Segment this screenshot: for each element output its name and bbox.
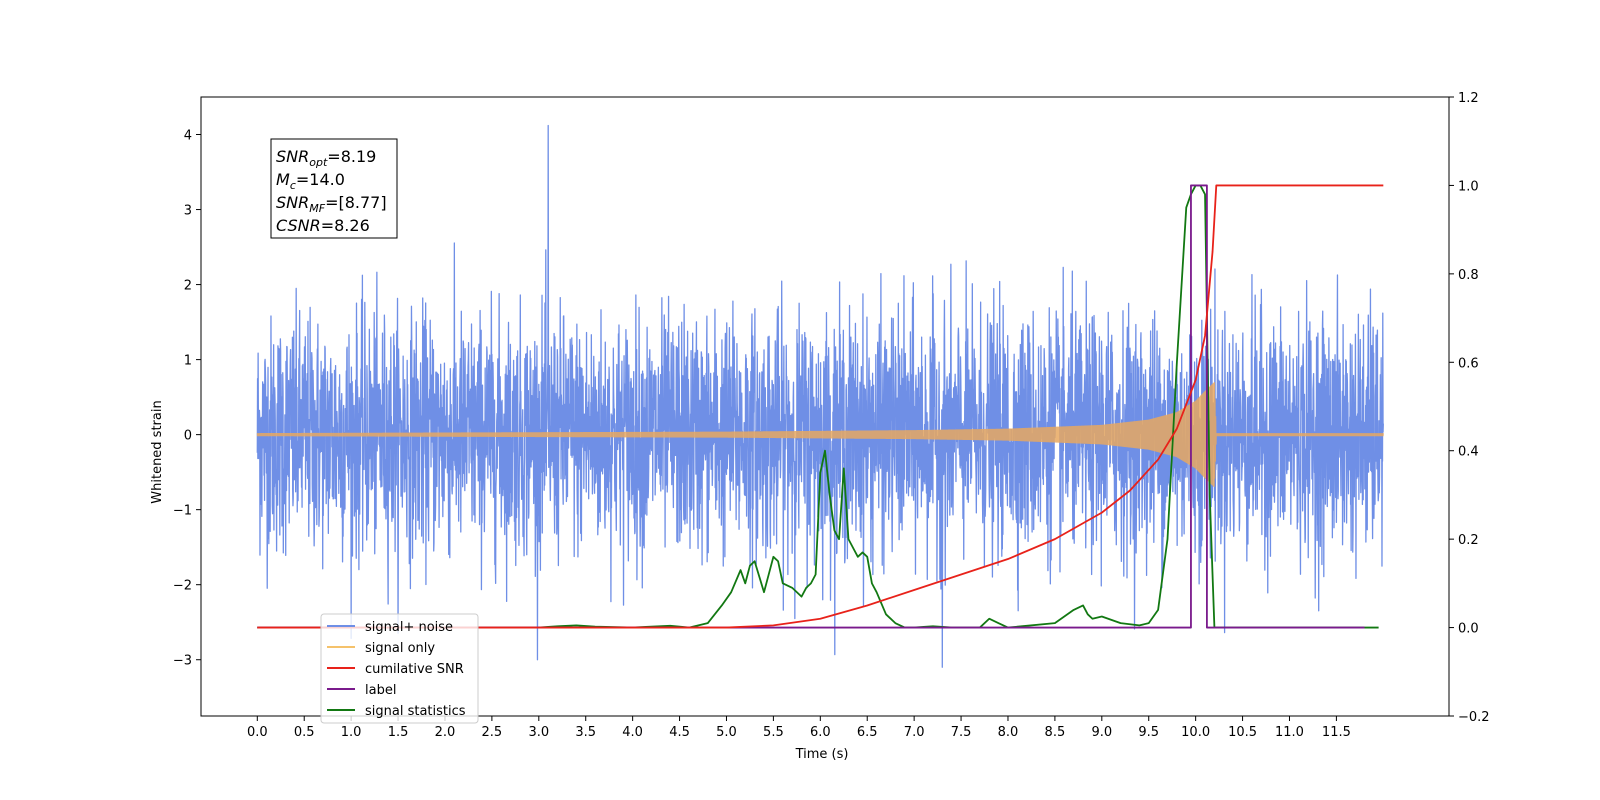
legend-label: signal+ noise xyxy=(365,620,453,635)
x-tick-label: 8.5 xyxy=(1045,725,1066,740)
info-box-frame xyxy=(270,138,398,239)
y-left-tick-label: 0 xyxy=(184,429,192,444)
x-tick-label: 4.5 xyxy=(669,725,690,740)
x-tick-label: 0.0 xyxy=(247,725,268,740)
y-right-tick-label: 0.2 xyxy=(1458,533,1479,548)
info-subscript: MF xyxy=(309,202,325,215)
y-left-tick-label: −1 xyxy=(173,504,192,519)
legend-label: cumilative SNR xyxy=(365,662,464,677)
y-left-tick-label: 1 xyxy=(184,354,192,369)
y-right-tick-label: 0.0 xyxy=(1458,622,1479,637)
info-line: Mc=14.0 xyxy=(276,170,345,192)
x-tick-label: 2.0 xyxy=(435,725,456,740)
plot-frame xyxy=(200,96,1450,717)
axes-layer: 0.0 0.5 1.0 1.5 2.0 2.5 3.0 3.5 4.0 4.5 5.0 5.5 6.0 6… xyxy=(173,91,1490,740)
y-right-tick-label: 1.2 xyxy=(1458,91,1479,106)
x-tick-label: 11.0 xyxy=(1275,725,1304,740)
legend-label: signal only xyxy=(365,641,435,656)
series-cumulative-snr-line xyxy=(257,184,1384,629)
x-axis-label: Time (s) xyxy=(795,747,849,762)
x-tick-label: 2.5 xyxy=(482,725,503,740)
y-left-tick-label: 2 xyxy=(184,279,192,294)
plot-layer xyxy=(256,124,1384,668)
y-left-tick-label: 3 xyxy=(184,204,192,219)
info-line: CSNR=8.26 xyxy=(276,216,370,235)
x-tick-label: 11.5 xyxy=(1322,725,1351,740)
x-tick-label: 4.0 xyxy=(622,725,643,740)
info-value: =8.26 xyxy=(321,216,370,235)
info-line: SNRMF=[8.77] xyxy=(276,193,387,215)
x-tick-label: 6.5 xyxy=(857,725,878,740)
info-symbol: M xyxy=(276,170,290,189)
x-tick-label: 10.5 xyxy=(1228,725,1257,740)
y-right-tick-label: 0.8 xyxy=(1458,268,1479,283)
legend: signal+ noise signal only cumilative SNR la… xyxy=(320,613,479,724)
info-symbol: CSNR xyxy=(276,216,321,235)
series-signal-statistics-line xyxy=(257,184,1379,629)
y-right-tick-label: 1.0 xyxy=(1458,179,1479,194)
x-tick-label: 1.5 xyxy=(388,725,409,740)
info-value: =8.19 xyxy=(327,147,376,166)
legend-frame xyxy=(320,613,479,724)
info-symbol: SNR xyxy=(276,193,309,212)
y-left-tick-label: −3 xyxy=(173,654,192,669)
x-tick-label: 10.0 xyxy=(1181,725,1210,740)
y-left-tick-label: −2 xyxy=(173,579,192,594)
info-subscript: c xyxy=(290,179,296,192)
x-tick-label: 5.0 xyxy=(716,725,737,740)
x-tick-label: 7.0 xyxy=(904,725,925,740)
x-tick-label: 9.5 xyxy=(1138,725,1159,740)
y-right-tick-label: −0.2 xyxy=(1458,710,1490,725)
x-tick-label: 9.0 xyxy=(1091,725,1112,740)
y-right-tick-label: 0.4 xyxy=(1458,445,1479,460)
legend-label: label xyxy=(365,683,396,698)
legend-label: signal statistics xyxy=(365,704,466,719)
x-tick-label: 6.0 xyxy=(810,725,831,740)
x-tick-label: 5.5 xyxy=(763,725,784,740)
info-subscript: opt xyxy=(309,156,328,169)
x-tick-label: 1.0 xyxy=(341,725,362,740)
info-value: =14.0 xyxy=(296,170,345,189)
x-tick-label: 3.0 xyxy=(528,725,549,740)
info-line: SNRopt=8.19 xyxy=(276,147,376,169)
x-tick-label: 8.0 xyxy=(998,725,1019,740)
series-signal-only-line xyxy=(256,382,1384,487)
y-left-tick-label: 4 xyxy=(184,129,192,144)
info-symbol: SNR xyxy=(276,147,309,166)
series-label-line xyxy=(257,184,1365,629)
x-tick-label: 3.5 xyxy=(575,725,596,740)
x-tick-label: 7.5 xyxy=(951,725,972,740)
y-right-tick-label: 0.6 xyxy=(1458,356,1479,371)
y-axis-label: Whitened strain xyxy=(150,400,165,503)
x-tick-label: 0.5 xyxy=(294,725,315,740)
info-value: =[8.77] xyxy=(325,193,387,212)
